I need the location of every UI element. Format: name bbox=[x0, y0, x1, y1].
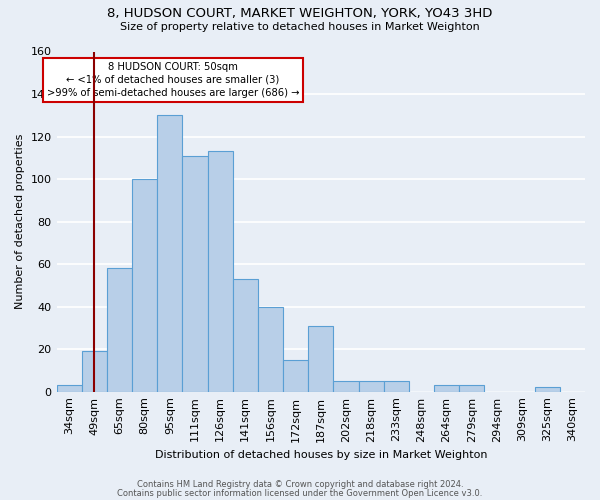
Bar bbox=[56, 386, 82, 392]
Bar bbox=[459, 386, 484, 392]
Bar bbox=[258, 306, 283, 392]
Bar bbox=[82, 352, 107, 392]
Bar bbox=[434, 386, 459, 392]
Text: Contains HM Land Registry data © Crown copyright and database right 2024.: Contains HM Land Registry data © Crown c… bbox=[137, 480, 463, 489]
Bar bbox=[383, 381, 409, 392]
Text: 8, HUDSON COURT, MARKET WEIGHTON, YORK, YO43 3HD: 8, HUDSON COURT, MARKET WEIGHTON, YORK, … bbox=[107, 8, 493, 20]
Text: Size of property relative to detached houses in Market Weighton: Size of property relative to detached ho… bbox=[120, 22, 480, 32]
Bar bbox=[334, 381, 359, 392]
Bar bbox=[132, 179, 157, 392]
Bar bbox=[359, 381, 383, 392]
Text: Contains public sector information licensed under the Government Open Licence v3: Contains public sector information licen… bbox=[118, 489, 482, 498]
Bar bbox=[535, 388, 560, 392]
Bar bbox=[157, 116, 182, 392]
X-axis label: Distribution of detached houses by size in Market Weighton: Distribution of detached houses by size … bbox=[155, 450, 487, 460]
Bar bbox=[208, 152, 233, 392]
Text: 8 HUDSON COURT: 50sqm
← <1% of detached houses are smaller (3)
>99% of semi-deta: 8 HUDSON COURT: 50sqm ← <1% of detached … bbox=[47, 62, 299, 98]
Bar bbox=[107, 268, 132, 392]
Y-axis label: Number of detached properties: Number of detached properties bbox=[15, 134, 25, 310]
Bar bbox=[283, 360, 308, 392]
Bar bbox=[308, 326, 334, 392]
Bar bbox=[233, 279, 258, 392]
Bar bbox=[182, 156, 208, 392]
